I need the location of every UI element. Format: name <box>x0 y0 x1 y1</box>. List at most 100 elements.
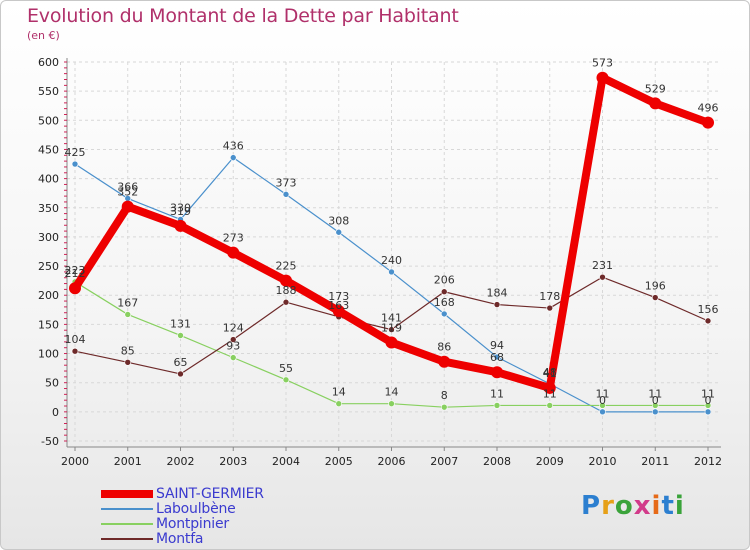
data-point-montpinier <box>493 402 501 409</box>
data-point-laboulbene <box>651 408 659 416</box>
y-tick-label: -50 <box>41 435 59 448</box>
data-label-montfa: 184 <box>487 287 508 300</box>
y-tick-label: 450 <box>38 143 59 156</box>
data-label-montfa: 156 <box>698 303 719 316</box>
x-tick-label: 2003 <box>219 455 247 468</box>
grid-layer <box>67 61 721 442</box>
y-tick-label: 250 <box>38 260 59 273</box>
data-label-saint-germier: 273 <box>223 232 244 245</box>
data-point-montpinier <box>704 402 712 409</box>
y-tick-label: 350 <box>38 202 59 215</box>
data-label-saint-germier: 68 <box>490 351 504 364</box>
data-point-montpinier <box>599 402 606 409</box>
series-layer <box>69 71 714 416</box>
data-label-montpinier: 11 <box>543 387 557 400</box>
data-point-montfa <box>229 336 237 343</box>
x-tick-label: 2001 <box>114 455 142 468</box>
legend-label-saint-germier: SAINT-GERMIER <box>156 486 264 502</box>
data-label-saint-germier: 319 <box>170 205 191 218</box>
data-point-laboulbene <box>599 408 606 416</box>
y-tick-label: 400 <box>38 173 59 186</box>
data-point-montpinier <box>546 402 554 409</box>
data-point-montfa <box>177 370 184 378</box>
legend-swatch-montfa <box>101 538 153 540</box>
x-tick-label: 2008 <box>483 455 511 468</box>
data-point-saint-germier <box>174 219 187 232</box>
data-label-montfa: 85 <box>121 344 135 357</box>
y-tick-label: 600 <box>38 56 59 69</box>
data-label-saint-germier: 573 <box>592 57 613 70</box>
legend-label-montfa: Montfa <box>156 531 204 547</box>
data-point-saint-germier <box>438 355 451 368</box>
data-label-montfa: 65 <box>174 356 188 369</box>
data-point-montpinier <box>177 332 184 339</box>
x-tick-label: 2004 <box>272 455 300 468</box>
x-tick-label: 2006 <box>378 455 406 468</box>
data-point-montpinier <box>124 311 132 318</box>
data-point-laboulbene <box>282 191 290 198</box>
y-tick-label: 150 <box>38 318 59 331</box>
data-label-montpinier: 11 <box>490 387 504 400</box>
data-label-montpinier: 14 <box>385 386 399 399</box>
data-label-laboulbene: 366 <box>117 180 138 193</box>
data-label-montfa: 104 <box>65 333 86 346</box>
y-tick-label: 500 <box>38 114 59 127</box>
data-point-saint-germier <box>543 381 556 394</box>
proxiti-logo: Proxiti <box>581 491 685 521</box>
x-tick-label: 2007 <box>430 455 458 468</box>
data-label-saint-germier: 173 <box>328 290 349 303</box>
legend-swatch-saint-germier <box>101 490 153 498</box>
data-point-montpinier <box>388 400 395 407</box>
data-label-saint-germier: 225 <box>276 260 297 273</box>
legend-swatch-montpinier <box>101 523 153 525</box>
x-tick-label: 2009 <box>536 455 564 468</box>
data-label-saint-germier: 352 <box>117 186 138 199</box>
data-point-montfa <box>704 317 712 325</box>
data-point-saint-germier <box>332 304 345 317</box>
data-label-laboulbene: 94 <box>490 339 504 352</box>
data-point-laboulbene <box>704 408 712 416</box>
data-point-montfa <box>124 358 132 366</box>
data-point-montfa <box>493 301 501 308</box>
data-label-montpinier: 11 <box>596 387 610 400</box>
chart-subtitle: (en €) <box>27 29 60 42</box>
data-label-saint-germier: 529 <box>645 82 666 95</box>
data-point-laboulbene <box>493 353 501 361</box>
data-point-montfa <box>546 304 554 312</box>
data-label-saint-germier: 496 <box>698 102 719 115</box>
data-label-montpinier: 11 <box>648 387 662 400</box>
data-label-montpinier: 93 <box>226 340 240 353</box>
data-point-laboulbene <box>335 228 343 236</box>
data-point-montpinier <box>229 354 237 361</box>
data-label-montfa: 196 <box>645 280 666 293</box>
data-point-saint-germier <box>649 97 662 110</box>
data-label-montfa: 188 <box>276 284 297 297</box>
data-label-saint-germier: 212 <box>65 267 86 280</box>
x-tick-label: 2005 <box>325 455 353 468</box>
data-point-montfa <box>388 326 395 333</box>
data-label-saint-germier: 119 <box>381 321 402 334</box>
data-label-laboulbene: 0 <box>599 394 606 407</box>
data-point-montfa <box>599 273 606 281</box>
data-label-laboulbene: 240 <box>381 254 402 267</box>
data-point-montfa <box>282 298 290 306</box>
data-label-montfa: 163 <box>328 299 349 312</box>
legend-label-laboulbene: Laboulbène <box>156 501 236 517</box>
axis-layer: -500501001502002503003504004505005506002… <box>38 56 722 468</box>
y-tick-label: 300 <box>38 231 59 244</box>
data-label-laboulbene: 330 <box>170 201 191 214</box>
x-tick-label: 2012 <box>694 455 722 468</box>
data-point-montpinier <box>440 403 448 411</box>
legend-label-montpinier: Montpinier <box>156 516 229 532</box>
y-tick-label: 550 <box>38 85 59 98</box>
data-point-montfa <box>71 347 79 355</box>
data-point-laboulbene <box>388 268 395 276</box>
data-label-montpinier: 14 <box>332 386 346 399</box>
data-label-laboulbene: 168 <box>434 296 455 309</box>
data-point-montfa <box>651 294 659 301</box>
data-point-laboulbene <box>229 154 237 161</box>
data-label-montpinier: 131 <box>170 317 191 330</box>
data-label-montfa: 124 <box>223 322 244 335</box>
x-tick-label: 2000 <box>61 455 89 468</box>
